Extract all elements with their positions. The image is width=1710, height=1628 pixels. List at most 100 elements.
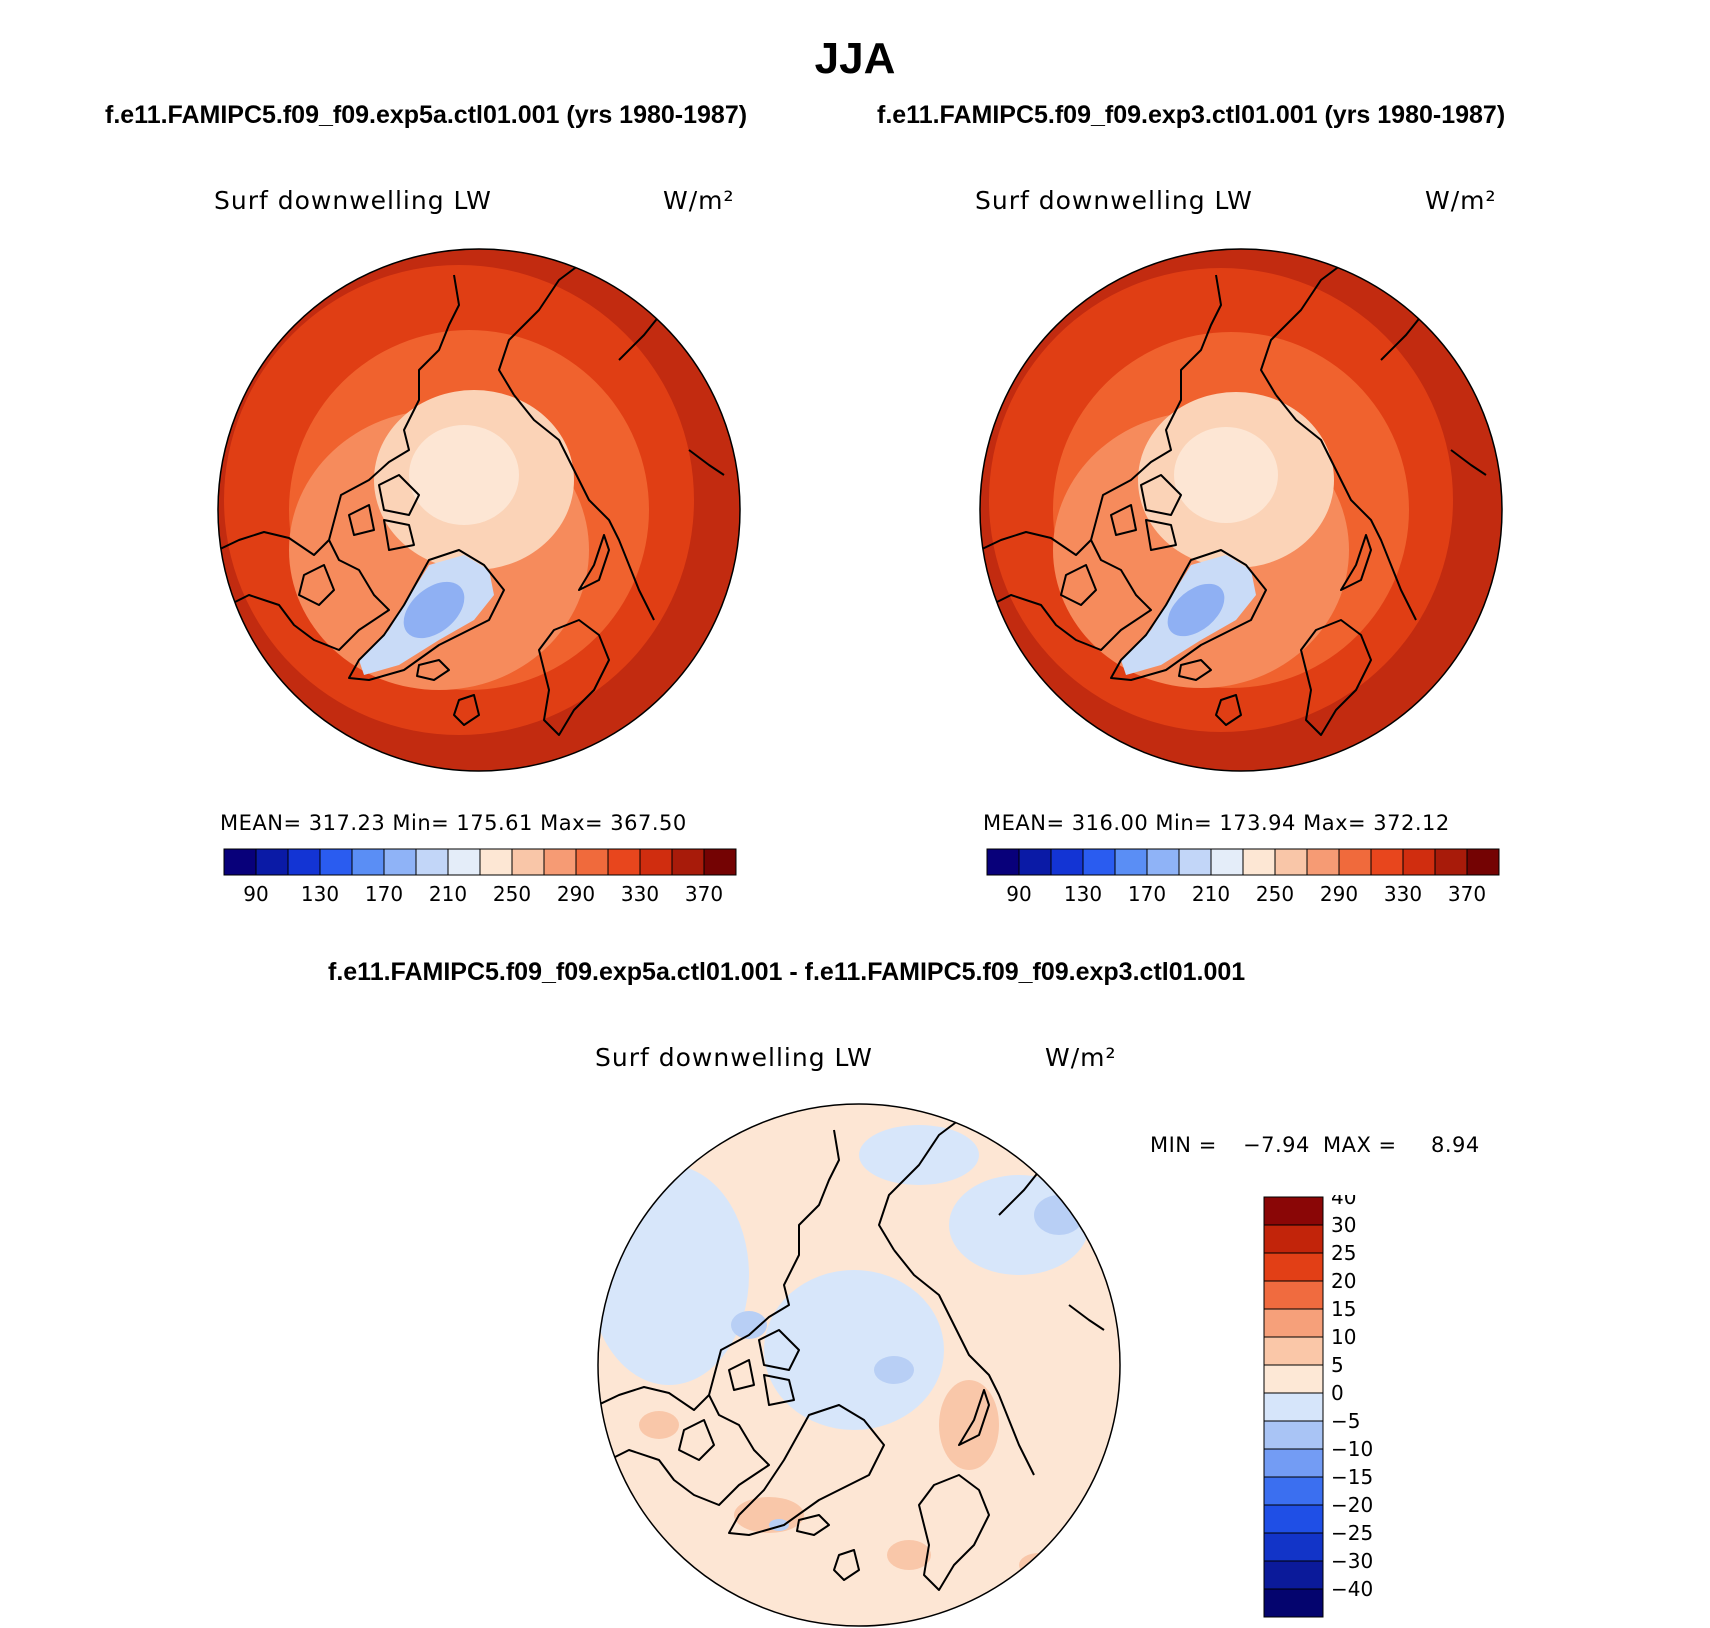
colorbar-swatch	[575, 848, 609, 876]
colorbar-tick-label: 170	[365, 882, 403, 906]
colorbar-tick-label: 10	[1331, 1325, 1356, 1349]
colorbar-tick-label: −25	[1331, 1521, 1373, 1545]
colorbar-tick-label: 250	[493, 882, 531, 906]
colorbar-tick-label: 90	[243, 882, 268, 906]
colorbar-tick-label: 25	[1331, 1241, 1356, 1265]
panel-left-colorbar: 90 130 170 210 250 290 330 370	[223, 848, 737, 906]
colorbar-swatch	[1114, 848, 1148, 876]
colorbar-tick-label: 30	[1331, 1213, 1356, 1237]
colorbar-swatch	[1018, 848, 1052, 876]
colorbar-swatch	[1263, 1392, 1324, 1422]
colorbar-tick-label: −20	[1331, 1493, 1373, 1517]
colorbar-swatch	[1263, 1308, 1324, 1338]
panel-left-field-label: Surf downwelling LW	[214, 186, 492, 215]
colorbar-swatch	[287, 848, 321, 876]
panel-left-map	[217, 248, 741, 772]
colorbar-tick-label: 20	[1331, 1269, 1356, 1293]
colorbar-swatch	[986, 848, 1020, 876]
panel-right-stats: MEAN= 316.00 Min= 173.94 Max= 372.12	[983, 811, 1450, 835]
colorbar-swatch	[479, 848, 513, 876]
colorbar-swatch	[1263, 1504, 1324, 1534]
diff-max-label: MAX =	[1323, 1133, 1397, 1157]
colorbar-tick-label: 5	[1331, 1353, 1344, 1377]
colorbar-swatch	[351, 848, 385, 876]
diff-units: W/m²	[1045, 1043, 1117, 1072]
colorbar-swatch	[1274, 848, 1308, 876]
diff-case-title: f.e11.FAMIPC5.f09_f09.exp5a.ctl01.001 - …	[328, 958, 1246, 986]
colorbar-swatch	[1263, 1364, 1324, 1394]
colorbar-swatch	[1050, 848, 1084, 876]
colorbar-swatch	[1263, 1448, 1324, 1478]
colorbar-swatch	[1263, 1280, 1324, 1310]
colorbar-swatch	[1263, 1420, 1324, 1450]
colorbar-swatch	[1263, 1196, 1324, 1226]
colorbar-tick-label: 170	[1128, 882, 1166, 906]
diff-map	[597, 1103, 1121, 1627]
colorbar-tick-label: −10	[1331, 1437, 1373, 1461]
colorbar-tick-label: 210	[429, 882, 467, 906]
colorbar-swatch	[607, 848, 641, 876]
colorbar-swatch	[1466, 848, 1500, 876]
panel-right-map	[979, 248, 1503, 772]
panel-right-case-title: f.e11.FAMIPC5.f09_f09.exp3.ctl01.001 (yr…	[877, 101, 1506, 129]
panel-right-units: W/m²	[1425, 186, 1497, 215]
colorbar-swatch	[703, 848, 737, 876]
colorbar-tick-label: 250	[1256, 882, 1294, 906]
colorbar-tick-label: 130	[1064, 882, 1102, 906]
diff-min-label: MIN =	[1150, 1133, 1217, 1157]
colorbar-swatch	[319, 848, 353, 876]
colorbar-tick-label: 40	[1331, 1195, 1356, 1209]
diff-field-label: Surf downwelling LW	[595, 1043, 873, 1072]
colorbar-swatch	[1263, 1252, 1324, 1282]
colorbar-swatch	[511, 848, 545, 876]
panel-right-field-label: Surf downwelling LW	[975, 186, 1253, 215]
panel-left-units: W/m²	[663, 186, 735, 215]
colorbar-swatch	[1263, 1224, 1324, 1254]
colorbar-swatch	[1263, 1336, 1324, 1366]
colorbar-tick-label: 90	[1006, 882, 1031, 906]
diff-min-value: −7.94	[1243, 1133, 1310, 1157]
colorbar-swatch	[1082, 848, 1116, 876]
colorbar-tick-label: 290	[1320, 882, 1358, 906]
colorbar-swatch	[223, 848, 257, 876]
colorbar-tick-label: 0	[1331, 1381, 1344, 1405]
colorbar-tick-label: 290	[557, 882, 595, 906]
colorbar-swatch	[1263, 1476, 1324, 1506]
colorbar-swatch	[671, 848, 705, 876]
colorbar-tick-label: −15	[1331, 1465, 1373, 1489]
colorbar-swatch	[1338, 848, 1372, 876]
colorbar-tick-label: −30	[1331, 1549, 1373, 1573]
colorbar-tick-label: 370	[685, 882, 723, 906]
colorbar-tick-label: −40	[1331, 1577, 1373, 1601]
diff-max-value: 8.94	[1431, 1133, 1480, 1157]
colorbar-swatch	[639, 848, 673, 876]
colorbar-swatch	[1242, 848, 1276, 876]
colorbar-tick-label: 15	[1331, 1297, 1356, 1321]
colorbar-swatch	[1434, 848, 1468, 876]
colorbar-swatch	[447, 848, 481, 876]
panel-left-stats: MEAN= 317.23 Min= 175.61 Max= 367.50	[220, 811, 687, 835]
panel-left-case-title: f.e11.FAMIPC5.f09_f09.exp5a.ctl01.001 (y…	[105, 101, 748, 129]
colorbar-swatch	[1263, 1588, 1324, 1618]
panel-right-colorbar: 90 130 170 210 250 290 330 370	[986, 848, 1500, 906]
colorbar-swatch	[543, 848, 577, 876]
colorbar-tick-label: 210	[1192, 882, 1230, 906]
colorbar-swatch	[1146, 848, 1180, 876]
colorbar-swatch	[1306, 848, 1340, 876]
colorbar-tick-label: 370	[1448, 882, 1486, 906]
colorbar-swatch	[383, 848, 417, 876]
colorbar-tick-label: 130	[301, 882, 339, 906]
colorbar-swatch	[1210, 848, 1244, 876]
colorbar-tick-label: 330	[621, 882, 659, 906]
colorbar-swatch	[1370, 848, 1404, 876]
colorbar-swatch	[1263, 1532, 1324, 1562]
colorbar-swatch	[1402, 848, 1436, 876]
figure-title: JJA	[814, 34, 896, 83]
colorbar-tick-label: 330	[1384, 882, 1422, 906]
colorbar-tick-label: −5	[1331, 1409, 1360, 1433]
colorbar-swatch	[1178, 848, 1212, 876]
diff-colorbar: −40 −30 −25 −20 −15 −10 −5 0 5 10 15 20 25 30 40	[1263, 1195, 1373, 1618]
colorbar-swatch	[415, 848, 449, 876]
colorbar-swatch	[1263, 1560, 1324, 1590]
colorbar-swatch	[255, 848, 289, 876]
